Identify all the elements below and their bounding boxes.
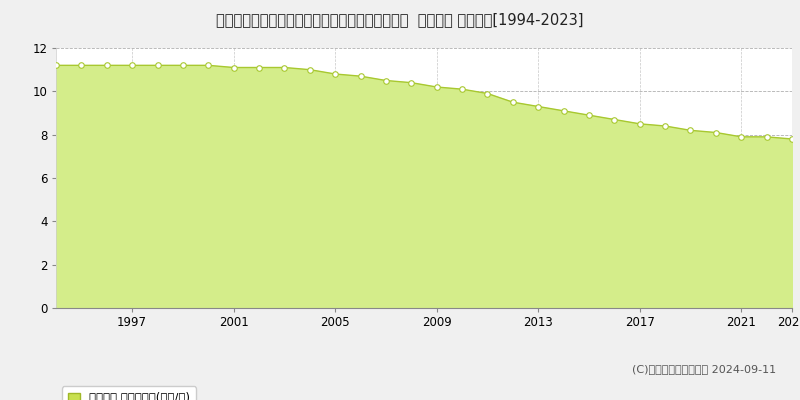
Text: 宮崎県児湯郡高鍋町大字南高鍋字石原８５０番１  地価公示 地価推移[1994-2023]: 宮崎県児湯郡高鍋町大字南高鍋字石原８５０番１ 地価公示 地価推移[1994-20… [216,12,584,27]
Text: (C)土地価格ドットコム 2024-09-11: (C)土地価格ドットコム 2024-09-11 [632,364,776,374]
Legend: 地価公示 平均坪単価(万円/坪): 地価公示 平均坪単価(万円/坪) [62,386,196,400]
